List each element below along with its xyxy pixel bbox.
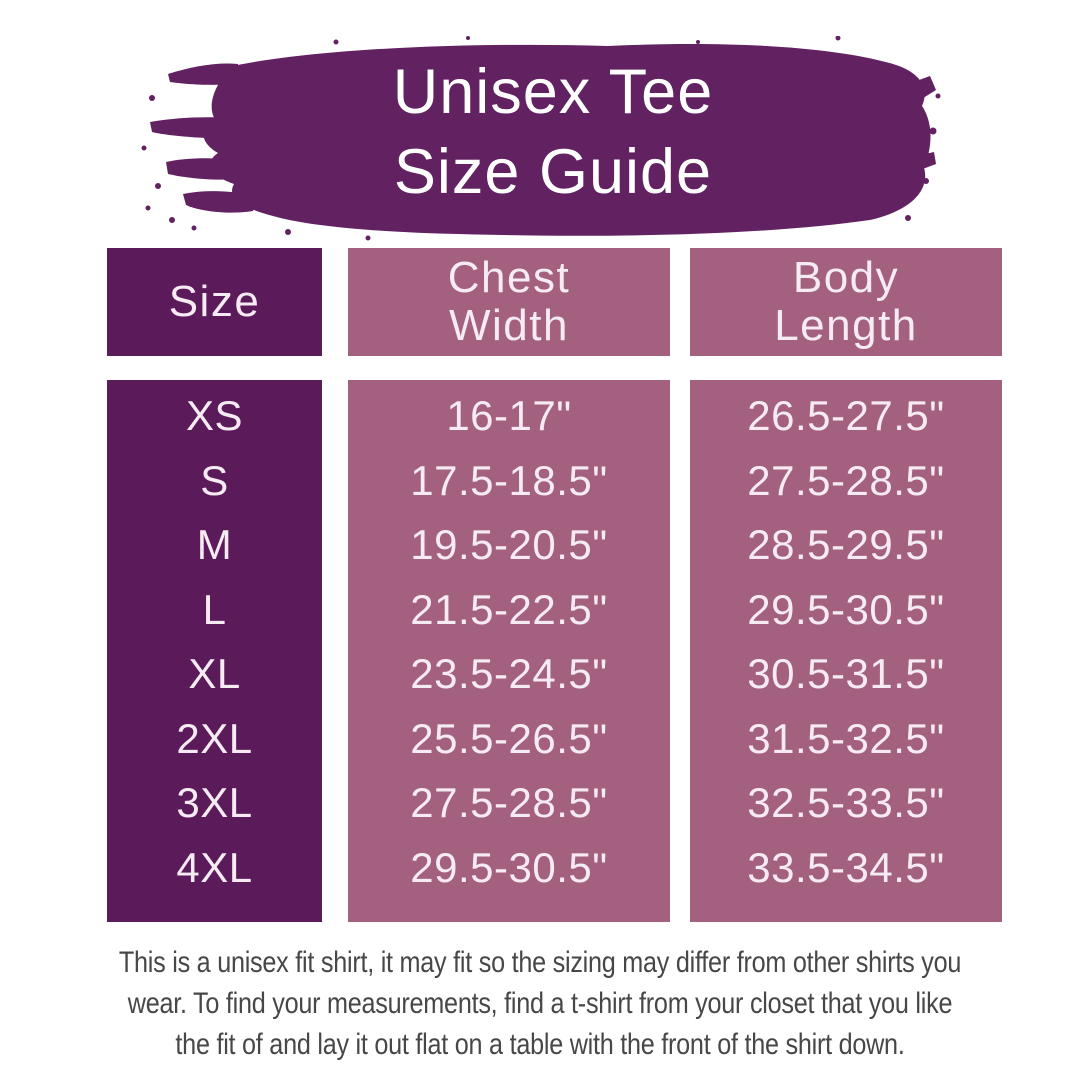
size-cell: 3XL [176, 779, 253, 827]
chest-width-cell: 19.5-20.5" [410, 521, 608, 569]
body-length-column-values: 26.5-27.5" 27.5-28.5" 28.5-29.5" 29.5-30… [690, 380, 1002, 922]
footer-note-line2: wear. To find your measurements, find a … [127, 987, 953, 1020]
body-length-cell: 32.5-33.5" [747, 779, 945, 827]
chest-width-column-header: Chest Width [348, 248, 670, 356]
chest-width-cell: 29.5-30.5" [410, 843, 608, 891]
chest-width-cell: 23.5-24.5" [410, 650, 608, 698]
size-cell: XS [185, 392, 244, 440]
chest-width-cell: 21.5-22.5" [410, 585, 608, 633]
size-column-header: Size [107, 248, 322, 356]
size-cell: L [202, 585, 227, 633]
body-length-cell: 27.5-28.5" [747, 456, 945, 504]
body-length-column-header-label: Body Length [774, 253, 918, 350]
body-length-cell: 29.5-30.5" [747, 585, 945, 633]
size-column-header-label: Size [168, 277, 261, 326]
body-length-cell: 33.5-34.5" [747, 843, 945, 891]
size-cell: XL [188, 650, 241, 698]
footer-note-line3: the fit of and lay it out flat on a tabl… [175, 1028, 905, 1061]
page-title: Unisex Tee Size Guide [13, 52, 1080, 212]
body-length-cell: 26.5-27.5" [747, 392, 945, 440]
size-cell: S [200, 456, 229, 504]
size-column: Size XS S M L XL 2XL 3XL 4XL [107, 248, 322, 922]
body-length-column: Body Length 26.5-27.5" 27.5-28.5" 28.5-2… [690, 248, 1002, 922]
page-title-line1: Unisex Tee [392, 57, 714, 127]
chest-width-cell: 17.5-18.5" [410, 456, 608, 504]
size-column-values: XS S M L XL 2XL 3XL 4XL [107, 380, 322, 922]
page-title-line2: Size Guide [393, 137, 713, 207]
footer-note: This is a unisex fit shirt, it may fit s… [86, 942, 993, 1065]
body-length-cell: 31.5-32.5" [747, 714, 945, 762]
chest-width-column-values: 16-17" 17.5-18.5" 19.5-20.5" 21.5-22.5" … [348, 380, 670, 922]
body-length-column-header: Body Length [690, 248, 1002, 356]
chest-width-column: Chest Width 16-17" 17.5-18.5" 19.5-20.5"… [348, 248, 670, 922]
chest-width-column-header-label: Chest Width [447, 253, 571, 350]
body-length-cell: 30.5-31.5" [747, 650, 945, 698]
size-cell: 4XL [176, 843, 253, 891]
chest-width-cell: 25.5-26.5" [410, 714, 608, 762]
body-length-cell: 28.5-29.5" [747, 521, 945, 569]
size-cell: M [196, 521, 233, 569]
chest-width-cell: 16-17" [446, 392, 572, 440]
chest-width-cell: 27.5-28.5" [410, 779, 608, 827]
paint-brush-stroke-icon [141, 36, 941, 241]
size-cell: 2XL [176, 714, 253, 762]
footer-note-line1: This is a unisex fit shirt, it may fit s… [118, 946, 962, 979]
